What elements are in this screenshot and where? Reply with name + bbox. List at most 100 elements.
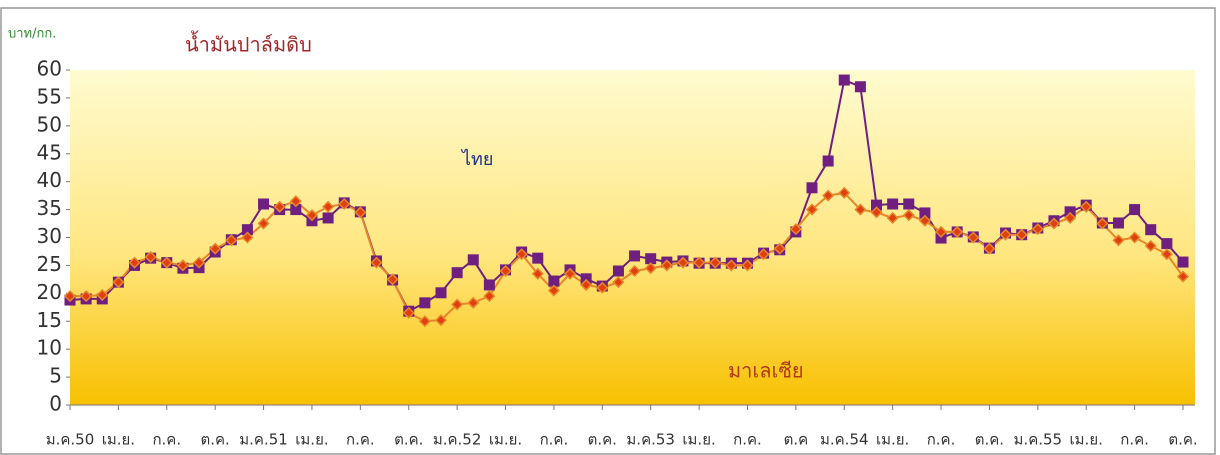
marker xyxy=(354,206,367,219)
marker xyxy=(289,195,302,208)
y-tick-label: 60 xyxy=(37,57,62,81)
x-tick-label: เม.ย. xyxy=(682,431,715,449)
marker xyxy=(628,264,641,278)
marker xyxy=(128,256,141,269)
marker xyxy=(258,198,270,210)
y-axis-label: บาท/กก. xyxy=(8,27,56,42)
x-tick-label: ต.ค xyxy=(784,431,809,449)
marker xyxy=(887,198,899,210)
marker xyxy=(435,287,447,299)
x-tick-label: ม.ค.54 xyxy=(820,431,869,449)
marker xyxy=(1015,228,1028,241)
marker xyxy=(322,200,335,213)
marker xyxy=(725,259,738,272)
marker xyxy=(660,259,673,272)
marker xyxy=(1129,204,1141,216)
marker xyxy=(1112,217,1124,229)
x-tick-label: ก.ค. xyxy=(927,431,956,449)
x-tick-label: เม.ย. xyxy=(295,431,328,449)
marker xyxy=(80,290,93,303)
marker xyxy=(934,225,948,238)
series-line xyxy=(70,191,1184,323)
marker xyxy=(322,212,334,224)
marker xyxy=(629,250,641,262)
marker xyxy=(935,232,947,244)
marker xyxy=(806,182,818,194)
x-tick-label: ก.ค. xyxy=(540,431,569,449)
marker xyxy=(612,276,625,289)
marker xyxy=(919,207,931,219)
marker xyxy=(467,254,479,266)
marker xyxy=(870,206,883,219)
marker xyxy=(1064,211,1077,225)
x-tick-label: ก.ค. xyxy=(152,431,181,449)
marker xyxy=(451,267,463,279)
marker xyxy=(419,297,431,309)
y-tick-label: 55 xyxy=(37,84,62,108)
x-tick-label: ก.ค. xyxy=(346,431,375,449)
x-tick-label: เม.ย. xyxy=(876,431,909,449)
marker xyxy=(515,248,528,261)
y-tick-label: 20 xyxy=(37,280,62,304)
marker xyxy=(305,209,319,222)
marker xyxy=(1080,200,1093,213)
marker xyxy=(741,259,754,272)
marker xyxy=(757,248,770,261)
x-tick-label: ม.ค.52 xyxy=(433,431,482,449)
marker xyxy=(1144,239,1157,252)
x-tick-label: ม.ค.55 xyxy=(1014,431,1063,449)
marker xyxy=(1112,234,1125,247)
marker xyxy=(854,203,867,216)
x-tick-label: ต.ค. xyxy=(394,431,423,449)
x-tick-label: ต.ค. xyxy=(588,431,617,449)
marker xyxy=(273,200,286,213)
marker xyxy=(1145,224,1157,236)
marker xyxy=(257,217,270,230)
marker xyxy=(225,234,238,247)
chart-title: น้ำมันปาล์มดิบ xyxy=(185,31,312,57)
marker xyxy=(838,74,850,86)
marker xyxy=(886,211,899,225)
y-tick-label: 10 xyxy=(37,336,62,360)
y-tick-label: 50 xyxy=(37,112,62,136)
y-tick-label: 0 xyxy=(49,392,62,416)
marker xyxy=(241,224,253,236)
marker xyxy=(1064,206,1076,218)
marker xyxy=(402,306,415,319)
marker xyxy=(483,290,496,303)
marker xyxy=(822,189,835,202)
x-tick-label: ต.ค. xyxy=(201,431,230,449)
x-tick-label: เม.ย. xyxy=(1070,431,1103,449)
marker xyxy=(548,275,560,287)
marker xyxy=(434,314,448,327)
marker xyxy=(547,284,560,297)
marker xyxy=(854,81,866,93)
y-tick-label: 15 xyxy=(37,308,62,332)
marker xyxy=(871,199,883,211)
marker xyxy=(418,315,431,328)
marker xyxy=(1031,223,1044,236)
marker xyxy=(580,278,593,292)
x-tick-label: ม.ค.50 xyxy=(46,431,95,449)
marker xyxy=(467,296,480,309)
marker xyxy=(499,264,512,278)
marker xyxy=(563,267,577,280)
marker xyxy=(1176,270,1190,283)
marker xyxy=(451,298,464,311)
marker xyxy=(112,276,125,289)
marker xyxy=(290,204,302,216)
marker xyxy=(693,256,706,269)
y-tick-label: 45 xyxy=(37,140,62,164)
marker xyxy=(1161,238,1173,250)
x-tick-label: ม.ค.51 xyxy=(239,431,288,449)
x-tick-label: ก.ค. xyxy=(1120,431,1149,449)
marker xyxy=(644,262,657,275)
marker xyxy=(838,186,851,199)
marker xyxy=(386,273,399,286)
x-tick-label: เม.ย. xyxy=(489,431,522,449)
marker xyxy=(370,256,383,269)
x-tick-label: ก.ค. xyxy=(733,431,762,449)
y-tick-label: 40 xyxy=(37,168,62,192)
x-tick-label: ต.ค. xyxy=(975,431,1004,449)
